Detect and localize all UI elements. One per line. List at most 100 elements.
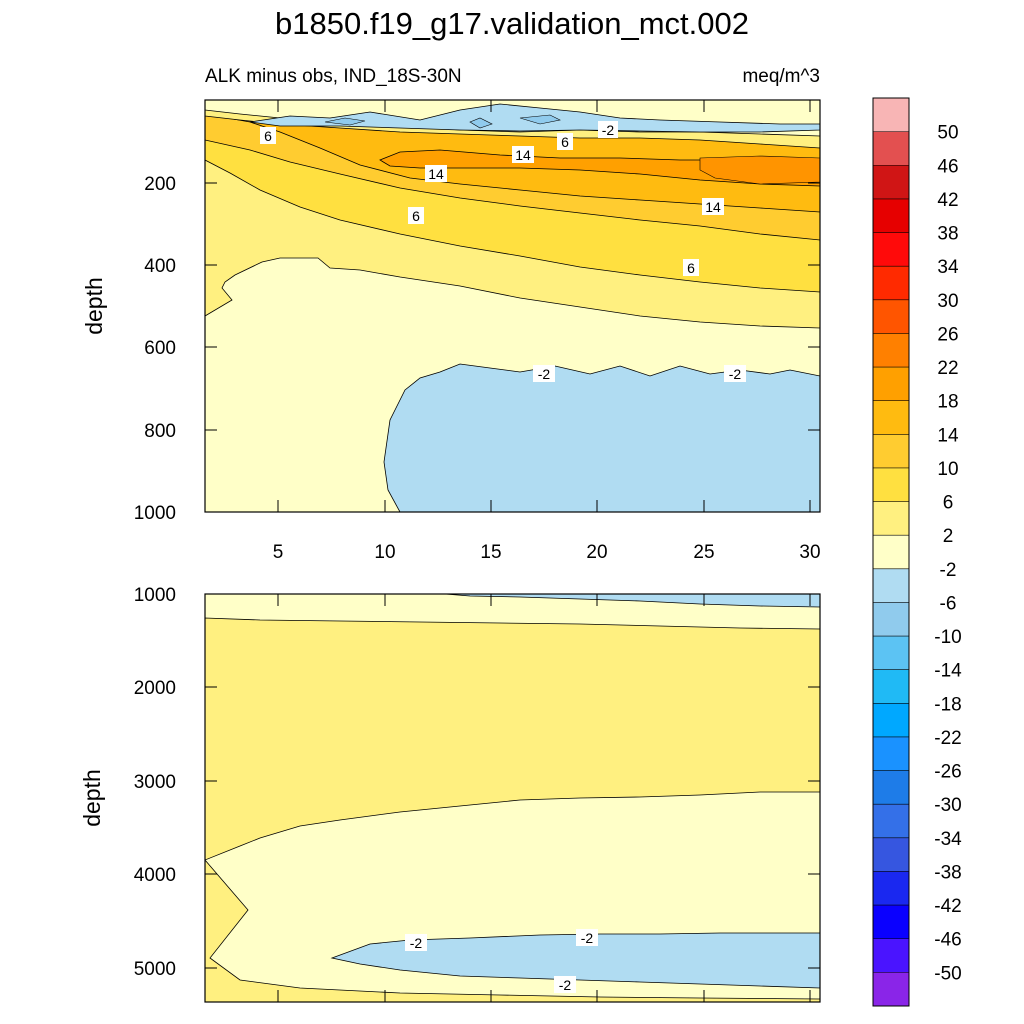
top-ytick-label: 1000 [134,503,176,524]
bottom-fill-neg-deep [330,932,820,989]
contour-label: 14 [705,199,721,215]
colorbar-swatch [873,266,909,301]
contour-label: 14 [428,166,444,182]
xtick-label: 5 [273,542,284,563]
colorbar-label: 34 [937,257,959,278]
colorbar-label: -42 [934,896,961,917]
colorbar-swatch [873,333,909,368]
bottom-contour-field [205,594,820,1002]
colorbar-swatch [873,299,909,334]
colorbar-swatch [873,501,909,536]
colorbar-label: 42 [937,190,958,211]
xtick-label: 15 [480,542,501,563]
top-plot-frame [204,99,821,513]
contour-label: -2 [410,935,423,951]
colorbar-label: 10 [937,459,958,480]
top-ylabel: depth [81,277,107,335]
top-left-label: ALK minus obs, IND_18S-30N [205,66,462,87]
colorbar-swatch [873,400,909,435]
colorbar: 50 46 42 38 34 30 26 22 18 14 10 6 2 -2 -6 -10 -14 -18 -22… [872,97,962,1007]
bottom-ylabel: depth [79,769,105,827]
colorbar-swatch [873,669,909,704]
bottom-plot-frame [204,593,821,1003]
contour-label: -2 [729,366,742,382]
contour-label: 6 [561,134,569,150]
colorbar-label: 38 [937,224,958,245]
colorbar-label: -46 [934,930,961,951]
contour-label: -2 [559,977,572,993]
xtick-label: 20 [586,542,607,563]
contour-label: 6 [687,260,695,276]
colorbar-label: -34 [934,829,962,850]
bottom-fill-2-6 [205,617,820,861]
colorbar-swatch [873,434,909,469]
bottom-contour-labels: -2 -2 -2 [405,929,598,993]
top-fill-22-26 [699,155,820,185]
colorbar-swatch [873,736,909,771]
top-contour-labels: 6 -2 6 14 14 14 6 6 -2 -2 [260,121,746,382]
colorbar-label: 30 [937,291,958,312]
colorbar-swatch [873,770,909,805]
colorbar-swatch [873,703,909,738]
top-fill-deep-neg [383,363,820,512]
bottom-ytick-label: 1000 [134,585,176,606]
xtick-label: 25 [693,542,714,563]
top-ytick-label: 800 [144,421,176,442]
colorbar-label: -14 [934,661,962,682]
colorbar-label: -10 [934,627,961,648]
colorbar-label: 50 [937,123,958,144]
top-ytick-label: 200 [144,174,176,195]
colorbar-swatch [873,804,909,839]
xtick-label: 10 [374,542,395,563]
colorbar-label: 46 [937,156,958,177]
colorbar-label: -18 [934,694,961,715]
contour-label: -2 [538,366,551,382]
contour-label: -2 [581,930,594,946]
bottom-fill-neg-top [444,594,820,608]
colorbar-label: -38 [934,862,961,883]
colorbar-swatch [873,568,909,603]
colorbar-frame [872,97,910,1007]
top-fill-surface-neg2 [324,114,561,129]
colorbar-swatch [873,98,909,132]
top-ytick-label: 600 [144,338,176,359]
colorbar-swatch [873,905,909,940]
top-fill-18-22 [379,149,820,187]
colorbar-swatch [873,367,909,401]
bottom-ytick-label: 4000 [134,865,176,886]
bottom-ytick-label: 2000 [134,678,176,699]
colorbar-swatch [873,535,909,570]
top-ytick-label: 400 [144,256,176,277]
colorbar-swatch [873,232,909,267]
top-units-label: meq/m^3 [742,66,820,87]
colorbar-swatch [873,467,909,502]
colorbar-swatch [873,165,909,200]
contour-label: -2 [602,122,615,138]
colorbar-label: -26 [934,762,961,783]
colorbar-swatch [873,837,909,872]
colorbar-label: 22 [937,358,958,379]
colorbar-label: -6 [940,593,957,614]
colorbar-label: -2 [940,560,957,581]
colorbar-label: 14 [937,425,959,446]
top-axis-ticks [205,100,820,512]
colorbar-label: 26 [937,324,958,345]
contour-label: 14 [515,147,531,163]
colorbar-swatch [873,602,909,637]
colorbar-swatch [873,938,909,973]
xtick-label: 30 [799,542,820,563]
colorbar-swatch [873,198,909,233]
colorbar-label: -50 [934,963,961,984]
bottom-ytick-label: 5000 [134,959,176,980]
colorbar-label: -30 [934,795,961,816]
contour-label: 6 [412,208,420,224]
bottom-ytick-label: 3000 [134,772,176,793]
colorbar-label: 2 [943,526,954,547]
colorbar-swatch [873,636,909,671]
colorbar-label: -22 [934,728,961,749]
contour-label: 6 [264,128,272,144]
bottom-fill-2-6-lower [205,859,820,1002]
colorbar-label: 6 [943,493,954,514]
bottom-axis-ticks [205,594,820,1002]
